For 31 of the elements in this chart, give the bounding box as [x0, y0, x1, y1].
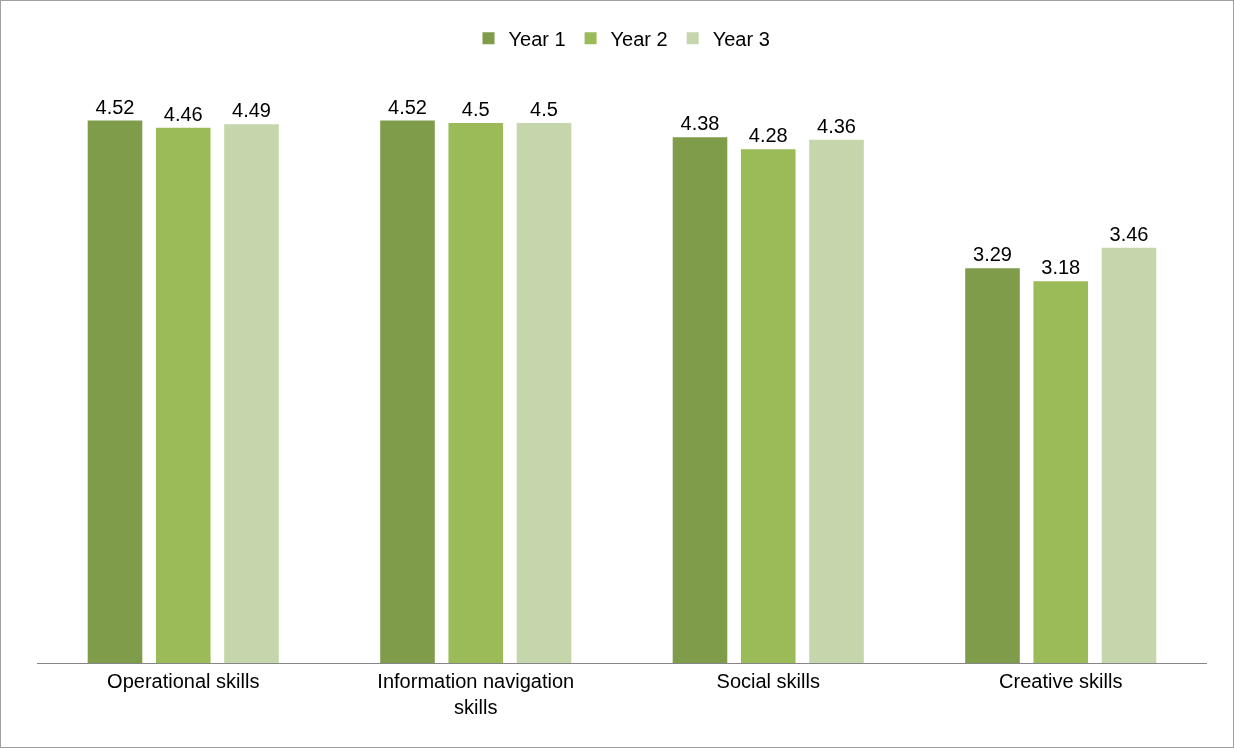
bar — [516, 122, 572, 663]
bar — [740, 149, 796, 663]
data-label: 3.29 — [973, 243, 1012, 266]
data-label: 4.49 — [232, 99, 271, 122]
data-label: 4.46 — [163, 102, 203, 125]
bar — [448, 122, 504, 663]
bar — [1101, 247, 1157, 663]
data-label: 3.46 — [1109, 222, 1149, 245]
x-tick-label: Creative skills — [999, 670, 1123, 692]
data-label: 4.38 — [680, 112, 720, 135]
bar — [965, 268, 1020, 663]
legend-label: Year 1 — [508, 28, 566, 51]
x-tick-label: Operational skills — [107, 670, 260, 692]
data-label: 4.52 — [388, 95, 427, 118]
data-label: 4.5 — [530, 97, 558, 120]
data-label: 4.52 — [95, 95, 135, 118]
data-label: 3.18 — [1041, 256, 1081, 279]
x-tick-label: Information navigation skills — [377, 670, 575, 718]
bar — [809, 139, 864, 663]
data-label: 4.28 — [748, 124, 788, 147]
data-label: 4.5 — [461, 97, 490, 120]
bar — [155, 127, 211, 663]
bar — [87, 120, 143, 663]
x-tick-label: Social skills — [716, 670, 820, 692]
bar — [224, 124, 279, 663]
legend-label: Year 3 — [712, 28, 770, 51]
data-label: 4.36 — [817, 114, 856, 137]
bar — [1033, 281, 1089, 663]
bar — [380, 120, 435, 663]
bar — [672, 137, 728, 663]
legend-label: Year 2 — [610, 28, 668, 51]
